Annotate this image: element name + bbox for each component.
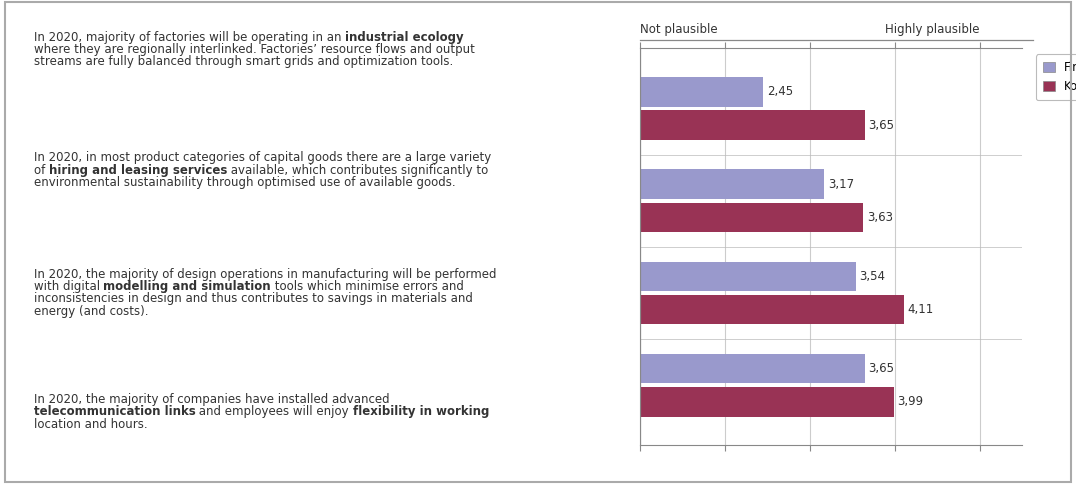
Text: with digital: with digital [33, 280, 103, 293]
Bar [640, 169, 824, 199]
Text: 4,11: 4,11 [907, 303, 934, 316]
Text: hiring and leasing services: hiring and leasing services [48, 164, 227, 177]
Text: In 2020, in most product categories of capital goods there are a large variety: In 2020, in most product categories of c… [33, 151, 491, 165]
Text: In 2020, majority of factories will be operating in an: In 2020, majority of factories will be o… [33, 30, 344, 44]
Text: of: of [33, 164, 48, 177]
Bar [640, 202, 863, 232]
Text: location and hours.: location and hours. [33, 418, 147, 431]
Text: 2,45: 2,45 [767, 85, 793, 98]
Text: environmental sustainability through optimised use of available goods.: environmental sustainability through opt… [33, 176, 455, 189]
Text: Not plausible: Not plausible [640, 23, 718, 36]
Text: telecommunication links: telecommunication links [33, 405, 196, 418]
Bar [640, 295, 904, 324]
Text: tools which minimise errors and: tools which minimise errors and [271, 280, 464, 293]
Bar [640, 387, 894, 417]
Bar [640, 262, 855, 291]
Text: where they are regionally interlinked. Factories’ resource flows and output: where they are regionally interlinked. F… [33, 43, 475, 56]
Text: In 2020, the majority of design operations in manufacturing will be performed: In 2020, the majority of design operatio… [33, 268, 496, 281]
Legend: Finland, Korea: Finland, Korea [1036, 54, 1076, 100]
Text: flexibility in working: flexibility in working [353, 405, 490, 418]
Bar [640, 110, 865, 140]
Text: 3,17: 3,17 [827, 178, 854, 191]
Text: inconsistencies in design and thus contributes to savings in materials and: inconsistencies in design and thus contr… [33, 292, 472, 305]
Text: 3,99: 3,99 [897, 395, 923, 408]
Text: In 2020, the majority of companies have installed advanced: In 2020, the majority of companies have … [33, 393, 390, 406]
Bar [640, 77, 763, 106]
Text: available, which contributes significantly to: available, which contributes significant… [227, 164, 489, 177]
Bar [640, 354, 865, 383]
Text: Highly plausible: Highly plausible [886, 23, 980, 36]
Text: 3,65: 3,65 [868, 119, 894, 132]
Text: 3,54: 3,54 [860, 270, 886, 283]
Text: modelling and simulation: modelling and simulation [103, 280, 271, 293]
Text: industrial ecology: industrial ecology [344, 30, 464, 44]
Text: 3,65: 3,65 [868, 362, 894, 375]
Text: 3,63: 3,63 [867, 211, 893, 224]
Text: and employees will enjoy: and employees will enjoy [196, 405, 353, 418]
Text: energy (and costs).: energy (and costs). [33, 304, 148, 318]
Text: streams are fully balanced through smart grids and optimization tools.: streams are fully balanced through smart… [33, 55, 453, 68]
